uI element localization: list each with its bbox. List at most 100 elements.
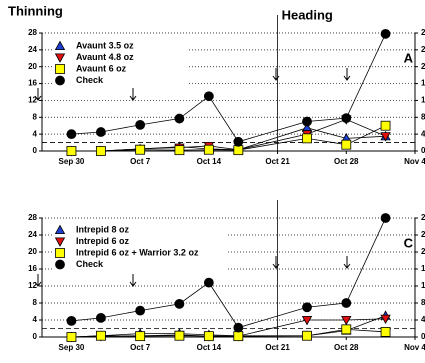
marker bbox=[380, 132, 391, 142]
x-tick-label: Oct 14 bbox=[197, 343, 222, 352]
marker bbox=[341, 324, 352, 335]
y-tick-label: 24 bbox=[28, 45, 37, 54]
legend-marker bbox=[55, 248, 65, 258]
x-tick-label: Oct 14 bbox=[197, 157, 222, 166]
marker bbox=[174, 145, 185, 156]
marker bbox=[301, 316, 313, 326]
y2-tick-label: 4 bbox=[421, 315, 425, 324]
panel-label: C bbox=[404, 235, 414, 250]
marker bbox=[66, 146, 77, 156]
y2-tick-label: 0 bbox=[421, 146, 425, 155]
x-tick-label: Oct 21 bbox=[265, 157, 290, 166]
y-tick-label: 4 bbox=[33, 315, 38, 324]
marker bbox=[95, 127, 106, 137]
arrow bbox=[34, 68, 351, 101]
panel-label: A bbox=[404, 50, 414, 65]
marker bbox=[380, 28, 391, 39]
y2-tick-label: 12 bbox=[421, 96, 425, 105]
series-line bbox=[71, 118, 386, 152]
x-tick-label: Oct 21 bbox=[265, 343, 290, 352]
legend-marker bbox=[55, 259, 65, 270]
marker bbox=[341, 316, 352, 326]
marker bbox=[302, 330, 312, 341]
legend-marker bbox=[54, 53, 66, 63]
marker bbox=[66, 315, 77, 326]
series-line bbox=[71, 318, 386, 338]
y2-tick-label: 28 bbox=[421, 28, 425, 37]
marker bbox=[135, 331, 146, 342]
y2-tick-label: 0 bbox=[421, 332, 425, 341]
x-tick-label: Oct 7 bbox=[130, 343, 151, 352]
marker bbox=[203, 277, 214, 288]
legend-label: Intrepid 8 oz bbox=[76, 224, 130, 234]
marker bbox=[302, 302, 312, 313]
marker bbox=[380, 120, 391, 131]
y-tick-label: 4 bbox=[33, 129, 38, 138]
y2-tick-label: 8 bbox=[421, 112, 425, 121]
marker bbox=[380, 326, 391, 337]
marker bbox=[341, 298, 352, 308]
marker bbox=[66, 129, 77, 140]
y-tick-label: 0 bbox=[33, 332, 38, 341]
legend-marker bbox=[54, 224, 66, 234]
x-tick-label: Oct 7 bbox=[130, 157, 151, 166]
y2-tick-label: 20 bbox=[421, 247, 425, 256]
y-tick-label: 28 bbox=[28, 28, 37, 37]
legend-marker bbox=[54, 40, 66, 50]
marker bbox=[95, 330, 106, 341]
y2-tick-label: 12 bbox=[421, 281, 425, 290]
marker bbox=[341, 139, 352, 150]
legend-label: Avaunt 3.5 oz bbox=[76, 40, 134, 50]
legend-label: Avaunt 4.8 oz bbox=[76, 52, 134, 62]
y-tick-label: 0 bbox=[33, 146, 38, 155]
marker bbox=[95, 312, 106, 323]
legend-marker bbox=[55, 64, 65, 74]
marker bbox=[135, 119, 146, 130]
legend-label: Intrepid 6 oz bbox=[76, 236, 130, 246]
y-tick-label: 28 bbox=[28, 213, 37, 222]
y-tick-label: 20 bbox=[28, 247, 37, 256]
marker bbox=[341, 113, 352, 124]
x-tick-label: Oct 28 bbox=[334, 157, 359, 166]
marker bbox=[380, 314, 391, 325]
legend-marker bbox=[54, 237, 66, 247]
y-tick-label: 8 bbox=[33, 112, 38, 121]
marker bbox=[233, 136, 244, 147]
y2-tick-label: 24 bbox=[421, 230, 425, 239]
y-tick-label: 8 bbox=[33, 298, 38, 307]
legend bbox=[52, 40, 187, 86]
y2-tick-label: 8 bbox=[421, 298, 425, 307]
marker bbox=[66, 332, 77, 342]
marker bbox=[233, 145, 244, 156]
y2-tick-label: 24 bbox=[421, 45, 425, 54]
marker bbox=[135, 144, 146, 155]
series-line bbox=[71, 125, 386, 152]
marker bbox=[302, 116, 312, 127]
y2-tick-label: 16 bbox=[421, 264, 425, 273]
legend-label: Check bbox=[76, 259, 104, 269]
x-tick-label: Nov 4 bbox=[404, 343, 425, 352]
x-tick-label: Sep 30 bbox=[59, 343, 85, 352]
y-tick-label: 20 bbox=[28, 62, 37, 71]
x-tick-label: Oct 28 bbox=[334, 343, 359, 352]
marker bbox=[203, 144, 214, 155]
marker bbox=[203, 91, 214, 102]
marker bbox=[135, 305, 146, 316]
y2-tick-label: 16 bbox=[421, 79, 425, 88]
legend-marker bbox=[55, 75, 65, 86]
x-tick-label: Sep 30 bbox=[59, 157, 85, 166]
series-line bbox=[71, 315, 386, 338]
y-tick-label: 16 bbox=[28, 79, 37, 88]
y-tick-label: 12 bbox=[28, 96, 37, 105]
y2-tick-label: 20 bbox=[421, 62, 425, 71]
marker bbox=[380, 213, 391, 223]
y2-tick-label: 28 bbox=[421, 213, 425, 222]
y2-tick-label: 4 bbox=[421, 129, 425, 138]
chart-subtitle: Heading bbox=[282, 7, 333, 22]
legend bbox=[52, 224, 227, 270]
y-tick-label: 12 bbox=[28, 281, 37, 290]
x-tick-label: Nov 4 bbox=[404, 157, 425, 166]
marker bbox=[233, 331, 244, 342]
marker bbox=[233, 322, 244, 333]
